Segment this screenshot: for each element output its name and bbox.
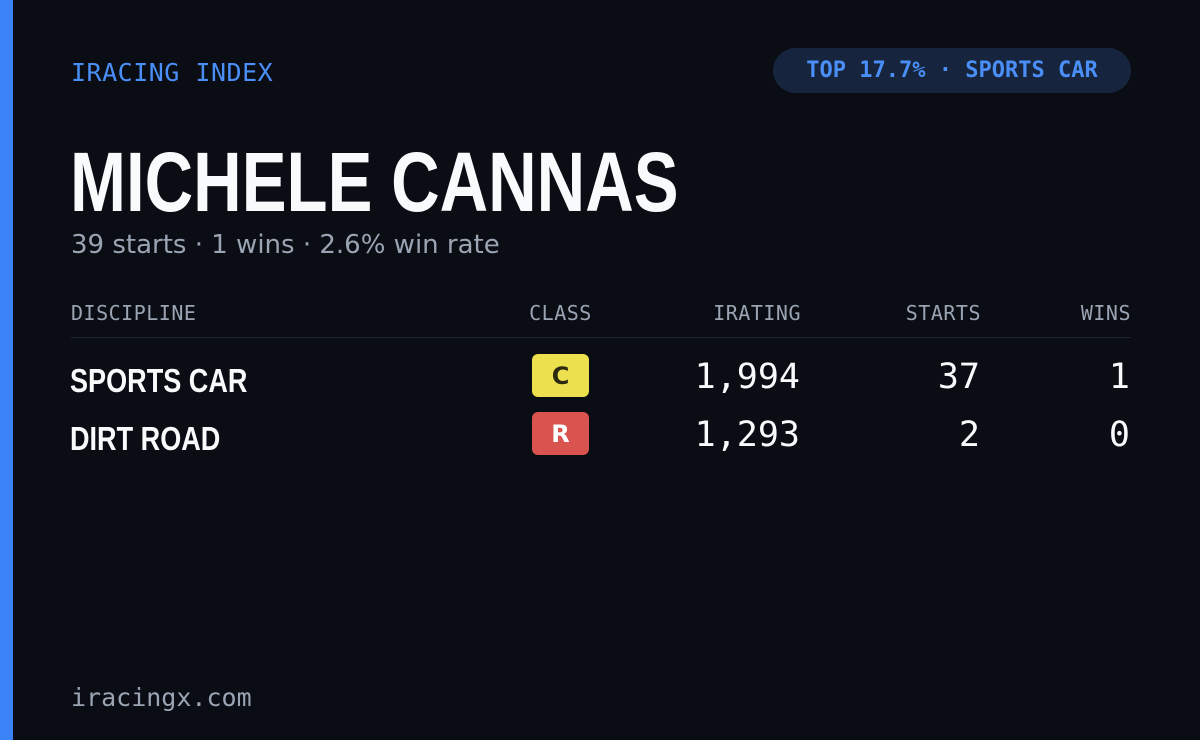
column-header-irating: IRATING: [713, 301, 801, 325]
site-url: iracingx.com: [71, 683, 252, 712]
table-row: SPORTS CAR C 1,994 37 1: [0, 353, 1200, 403]
driver-name: MICHELE CANNAS: [70, 135, 679, 229]
accent-bar: [0, 0, 13, 740]
table-divider: [71, 337, 1131, 338]
starts-value: 37: [937, 357, 980, 397]
class-badge: C: [532, 354, 589, 397]
discipline-name: SPORTS CAR: [70, 362, 248, 399]
brand-label: IRACING INDEX: [71, 58, 274, 87]
rank-badge: TOP 17.7% · SPORTS CAR: [773, 48, 1131, 93]
column-header-class: CLASS: [529, 301, 592, 325]
class-badge: R: [532, 412, 589, 455]
column-header-starts: STARTS: [905, 301, 981, 325]
driver-summary: 39 starts · 1 wins · 2.6% win rate: [71, 230, 500, 260]
irating-value: 1,293: [694, 415, 800, 455]
column-header-discipline: DISCIPLINE: [71, 301, 197, 325]
irating-value: 1,994: [694, 357, 800, 397]
starts-value: 2: [958, 415, 980, 455]
table-row: DIRT ROAD R 1,293 2 0: [0, 411, 1200, 461]
wins-value: 0: [1108, 415, 1130, 455]
wins-value: 1: [1108, 357, 1130, 397]
discipline-name: DIRT ROAD: [70, 420, 221, 457]
column-header-wins: WINS: [1080, 301, 1131, 325]
